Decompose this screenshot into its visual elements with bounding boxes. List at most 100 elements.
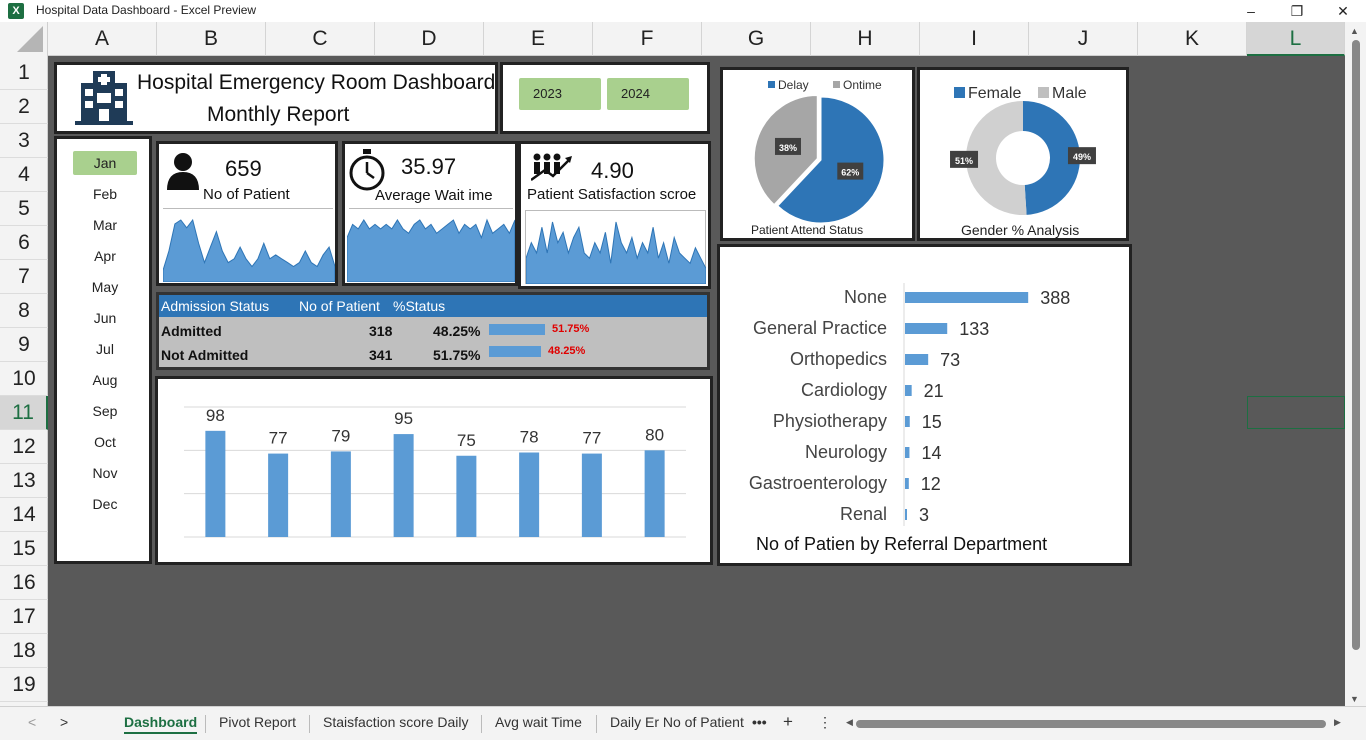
more-tabs-icon[interactable]: ••• (752, 714, 767, 730)
row-header-15[interactable]: 15 (0, 532, 48, 566)
column-header-j[interactable]: J (1029, 22, 1138, 56)
scroll-down-icon[interactable]: ▼ (1350, 694, 1359, 704)
column-header-g[interactable]: G (702, 22, 811, 56)
year-2024-button[interactable]: 2024 (607, 78, 689, 110)
column-header-f[interactable]: F (593, 22, 702, 56)
minimize-button[interactable]: – (1247, 3, 1255, 19)
header-status-pct: %Status (393, 298, 446, 314)
row-header-1[interactable]: 1 (0, 56, 48, 90)
pie-slice-delay (777, 96, 885, 224)
tab-satisfaction-score-daily[interactable]: Staisfaction score Daily (323, 714, 469, 730)
scroll-up-icon[interactable]: ▲ (1350, 26, 1359, 36)
bar-data-label: 133 (959, 319, 989, 339)
tab-pivot-report[interactable]: Pivot Report (219, 714, 297, 730)
kpi-wait-label: Average Wait ime (375, 187, 493, 204)
column-header-b[interactable]: B (157, 22, 266, 56)
tab-prev-arrow[interactable]: < (28, 714, 37, 730)
month-slicer: Jan Feb Mar Apr May Jun Jul Aug Sep Oct Nov Dec (54, 136, 152, 564)
month-item-mar[interactable]: Mar (92, 217, 118, 233)
add-sheet-icon[interactable]: + (783, 712, 793, 731)
year-2023-button[interactable]: 2023 (519, 78, 601, 110)
stopwatch-icon (349, 149, 385, 191)
row-header-6[interactable]: 6 (0, 226, 48, 260)
kpi-satisfaction-card: 4.90 Patient Satisfaction scroe (518, 141, 711, 289)
column-header-a[interactable]: A (48, 22, 157, 56)
month-item-jan[interactable]: Jan (73, 151, 137, 175)
scroll-right-icon[interactable]: ▶ (1334, 717, 1341, 727)
kpi-satisfaction-value: 4.90 (591, 158, 634, 183)
legend-swatch-ontime (833, 81, 840, 88)
horizontal-scrollbar[interactable]: ◀ ▶ (846, 717, 1342, 731)
row-bar-label: 48.25% (548, 345, 586, 357)
row-header-2[interactable]: 2 (0, 90, 48, 124)
column-header-h[interactable]: H (811, 22, 920, 56)
monthly-column-chart: 98 77 79 95 75 78 77 80 (155, 376, 713, 565)
row-header-12[interactable]: 12 (0, 430, 48, 464)
column-header-c[interactable]: C (266, 22, 375, 56)
column-header-l[interactable]: L (1247, 22, 1345, 56)
row-header-5[interactable]: 5 (0, 192, 48, 226)
sparkline-area (347, 218, 515, 282)
month-item-jul[interactable]: Jul (96, 341, 114, 357)
bar-data-label: 15 (922, 412, 942, 432)
referral-chart-title: No of Patien by Referral Department (756, 534, 1048, 554)
referral-bar (905, 323, 948, 334)
row-bar-label: 51.75% (552, 323, 590, 335)
row-data-bar (489, 346, 541, 357)
legend-swatch-male (1038, 87, 1049, 98)
sheet-menu-icon[interactable]: ⋮ (818, 714, 832, 730)
legend-swatch-female (954, 87, 965, 98)
header-admission-status: Admission Status (161, 298, 270, 314)
month-item-feb[interactable]: Feb (92, 186, 118, 202)
row-header-4[interactable]: 4 (0, 158, 48, 192)
row-header-11[interactable]: 11 (0, 396, 48, 430)
column-bar (268, 453, 289, 537)
row-header-3[interactable]: 3 (0, 124, 48, 158)
column-data-label: 98 (206, 406, 225, 425)
month-item-aug[interactable]: Aug (92, 372, 118, 388)
column-header-k[interactable]: K (1138, 22, 1247, 56)
month-item-oct[interactable]: Oct (94, 434, 116, 450)
column-header-d[interactable]: D (375, 22, 484, 56)
month-item-jun[interactable]: Jun (93, 310, 117, 326)
row-header-9[interactable]: 9 (0, 328, 48, 362)
column-header-e[interactable]: E (484, 22, 593, 56)
row-header-8[interactable]: 8 (0, 294, 48, 328)
scroll-left-icon[interactable]: ◀ (846, 717, 853, 727)
month-item-sep[interactable]: Sep (92, 403, 118, 419)
row-header-17[interactable]: 17 (0, 600, 48, 634)
tab-dashboard[interactable]: Dashboard (124, 714, 198, 734)
month-item-apr[interactable]: Apr (94, 248, 116, 264)
selected-cell[interactable] (1247, 396, 1345, 429)
vertical-scrollbar[interactable]: ▲ ▼ (1345, 22, 1366, 706)
row-header-10[interactable]: 10 (0, 362, 48, 396)
maximize-button[interactable]: ❐ (1290, 3, 1304, 19)
sheet-tab-bar: < > Dashboard Pivot Report Staisfaction … (0, 706, 1366, 740)
select-all-corner[interactable] (0, 22, 48, 56)
kpi-patients-label: No of Patient (203, 186, 290, 203)
month-item-dec[interactable]: Dec (92, 496, 118, 512)
dashboard-title: Hospital Emergency Room Dashboard (137, 71, 496, 94)
row-count: 341 (369, 347, 393, 363)
satisfaction-sparkline (526, 221, 706, 284)
column-header-i[interactable]: I (920, 22, 1029, 56)
horizontal-scroll-thumb[interactable] (856, 720, 1326, 728)
vertical-scroll-thumb[interactable] (1352, 40, 1360, 650)
row-header-16[interactable]: 16 (0, 566, 48, 600)
close-button[interactable]: ✕ (1337, 3, 1349, 19)
tab-next-arrow[interactable]: > (60, 714, 69, 730)
donut-label-box (950, 150, 979, 168)
admission-table-header: Admission Status No of Patient %Status (159, 295, 707, 317)
tab-daily-er-no-of-patient[interactable]: Daily Er No of Patient (610, 714, 744, 730)
row-header-19[interactable]: 19 (0, 668, 48, 702)
month-item-nov[interactable]: Nov (92, 465, 118, 481)
donut-slice-male (966, 101, 1027, 215)
row-header-7[interactable]: 7 (0, 260, 48, 294)
referral-bar (905, 292, 1029, 303)
row-header-14[interactable]: 14 (0, 498, 48, 532)
row-header-13[interactable]: 13 (0, 464, 48, 498)
column-bar (456, 455, 477, 537)
month-item-may[interactable]: May (91, 279, 119, 295)
tab-avg-wait-time[interactable]: Avg wait Time (495, 714, 582, 730)
row-header-18[interactable]: 18 (0, 634, 48, 668)
